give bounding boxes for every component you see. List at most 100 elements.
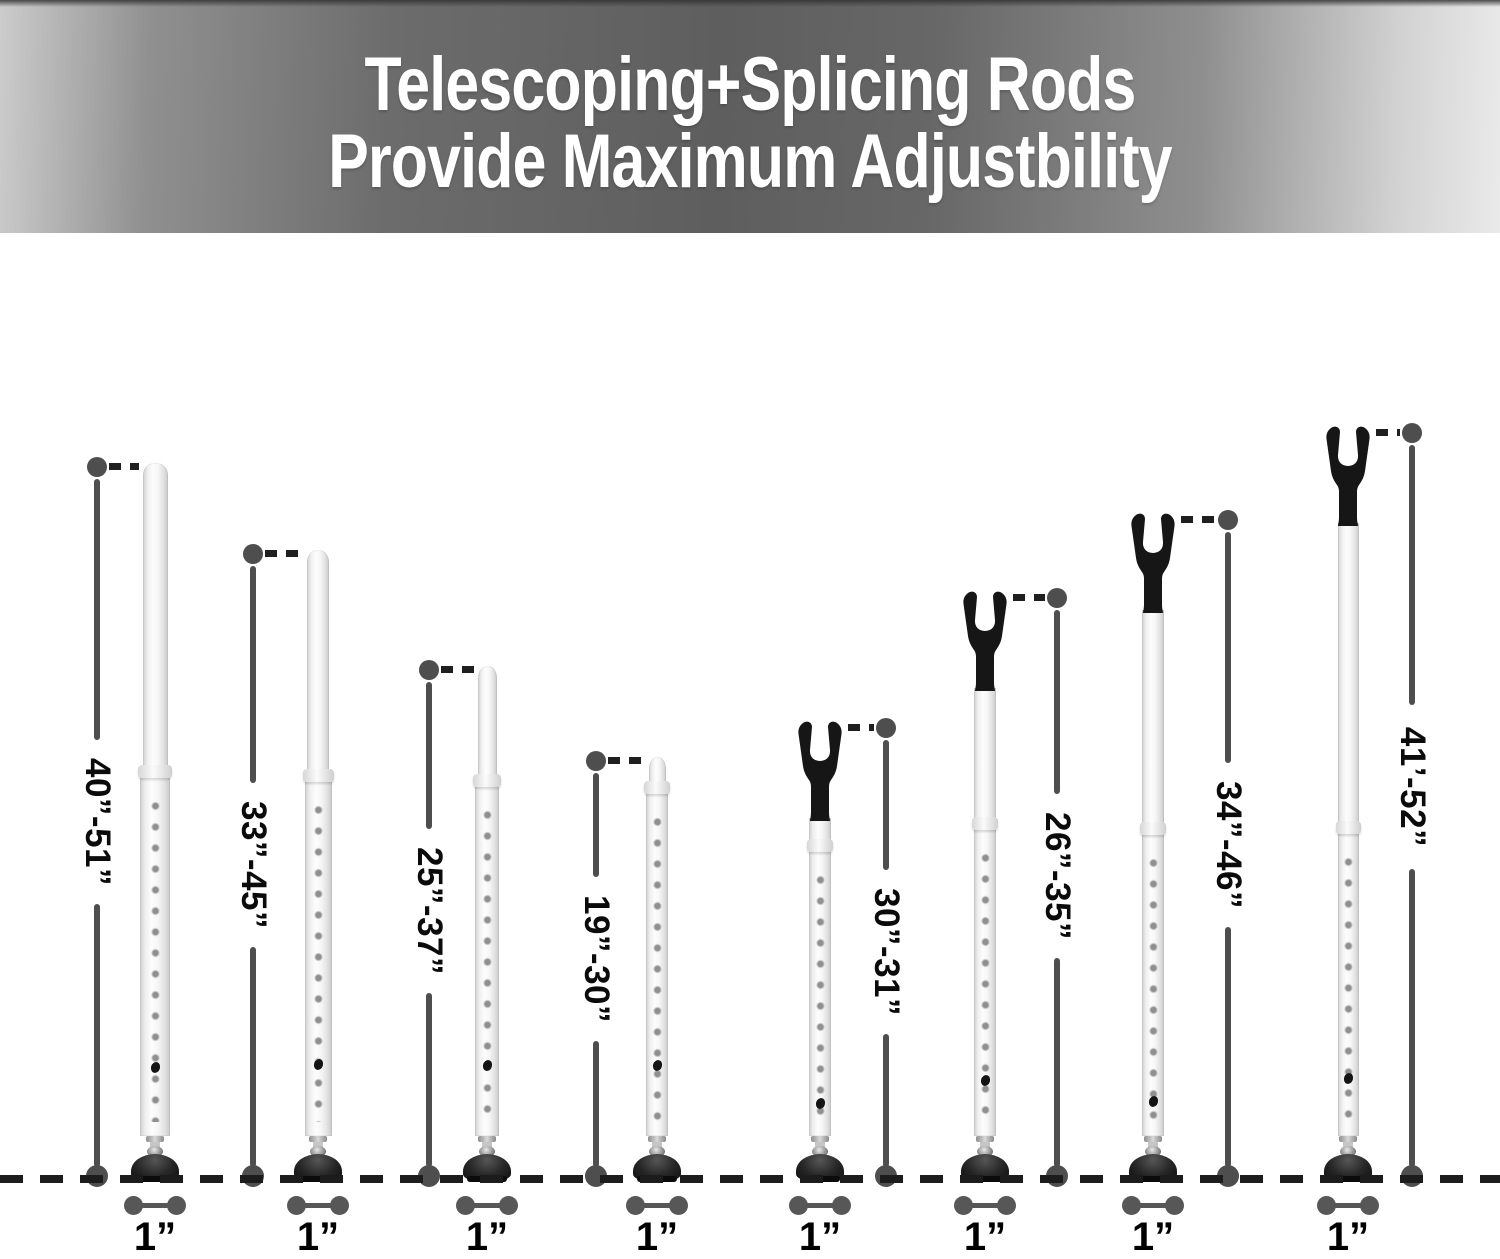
diameter-dot-right: [330, 1196, 349, 1215]
diameter-label: 1”: [1131, 1215, 1175, 1259]
telescoping-joint: [807, 839, 833, 852]
base-connector: [809, 1136, 831, 1157]
header-title-line2: Provide Maximum Adjustbility: [328, 119, 1172, 204]
connector-stem: [313, 1142, 323, 1147]
connector-ball: [147, 1146, 163, 1157]
diameter-bar: [297, 1203, 339, 1208]
base-connector: [646, 1136, 668, 1157]
telescoping-joint: [972, 817, 998, 830]
diameter-indicator: [124, 1196, 186, 1216]
rod-upper-tube: [307, 550, 329, 780]
measure-dot-top: [586, 751, 606, 771]
connector-ball: [310, 1146, 326, 1157]
connector-ball: [1145, 1146, 1161, 1157]
rod-lower-tube: [140, 772, 170, 1136]
measurement-label: 30”-31”: [867, 887, 906, 1017]
measure-dashed-connector: [1013, 594, 1045, 601]
diameter-dot-left: [287, 1196, 306, 1215]
measure-line-lower: [1225, 927, 1231, 1167]
diameter-indicator: [954, 1196, 1016, 1216]
diameter-dot-right: [832, 1196, 851, 1215]
measure-dot-top: [876, 718, 896, 738]
base-connector: [144, 1136, 166, 1157]
measure-line-lower: [426, 993, 432, 1167]
rod-upper-tube: [648, 757, 666, 792]
telescoping-joint: [644, 781, 670, 794]
adjustment-holes: [482, 807, 492, 1122]
ground-dashed-line: [0, 1175, 1500, 1183]
measure-dot-top: [87, 457, 107, 477]
fork-tip: [958, 590, 1012, 694]
measure-line-lower: [883, 1034, 889, 1167]
diameter-bar: [134, 1203, 176, 1208]
diameter-dot-right: [997, 1196, 1016, 1215]
locking-pin-hole: [1147, 1094, 1159, 1109]
measurement-label: 41’-52”: [1393, 726, 1432, 848]
base-connector: [307, 1136, 329, 1157]
base-connector: [1337, 1136, 1359, 1157]
locking-pin-hole: [1342, 1071, 1354, 1086]
measure-line-lower: [94, 904, 100, 1167]
rod-lower-tube: [304, 776, 332, 1136]
connector-nut: [478, 1136, 496, 1142]
diameter-dot-right: [1165, 1196, 1184, 1215]
telescoping-joint: [302, 769, 334, 782]
diameter-indicator: [287, 1196, 349, 1216]
telescoping-joint: [138, 765, 172, 778]
connector-ball: [812, 1146, 828, 1157]
locking-pin-hole: [979, 1073, 991, 1088]
measure-dot-top: [243, 544, 263, 564]
measure-line-upper: [1225, 532, 1231, 763]
adjustment-holes: [980, 850, 990, 1122]
diameter-indicator: [626, 1196, 688, 1216]
measurement-label: 25”-37”: [410, 846, 449, 976]
connector-stem: [652, 1142, 662, 1147]
adjustment-holes: [815, 872, 825, 1122]
connector-ball: [977, 1146, 993, 1157]
measure-dashed-connector: [1376, 429, 1400, 436]
adjustment-holes: [1343, 854, 1353, 1122]
measurement-label: 33”-45”: [234, 800, 273, 930]
adjustment-holes: [652, 814, 662, 1122]
diameter-label: 1”: [963, 1215, 1007, 1259]
fork-tip: [1321, 425, 1375, 529]
connector-ball: [649, 1146, 665, 1157]
diameter-dot-left: [626, 1196, 645, 1215]
measure-dashed-connector: [608, 757, 645, 764]
fork-tip: [1126, 512, 1180, 616]
diameter-indicator: [789, 1196, 851, 1216]
rod-upper-tube: [477, 666, 497, 785]
diameter-dot-right: [499, 1196, 518, 1215]
telescoping-joint: [1335, 821, 1361, 834]
locking-pin-hole: [814, 1096, 826, 1111]
diameter-dot-left: [1122, 1196, 1141, 1215]
locking-pin-hole: [651, 1058, 663, 1073]
diameter-label: 1”: [465, 1215, 509, 1259]
connector-stem: [482, 1142, 492, 1147]
measure-dot-top: [1218, 510, 1238, 530]
connector-stem: [1343, 1142, 1353, 1147]
diameter-dot-right: [669, 1196, 688, 1215]
diameter-dot-left: [954, 1196, 973, 1215]
connector-stem: [1148, 1142, 1158, 1147]
diameter-label: 1”: [635, 1215, 679, 1259]
measurement-label: 40”-51”: [78, 757, 117, 887]
telescoping-joint: [473, 774, 501, 787]
base-connector: [1142, 1136, 1164, 1157]
measurement-label: 34”-46”: [1209, 780, 1248, 910]
connector-stem: [815, 1142, 825, 1147]
connector-nut: [1339, 1136, 1357, 1142]
header-banner: Telescoping+Splicing Rods Provide Maximu…: [0, 0, 1500, 233]
measure-dashed-connector: [848, 724, 874, 731]
locking-pin-hole: [312, 1057, 324, 1072]
connector-nut: [811, 1136, 829, 1142]
measure-line-lower: [250, 947, 256, 1167]
diameter-dot-left: [124, 1196, 143, 1215]
connector-nut: [1144, 1136, 1162, 1142]
rod-tube: [1142, 610, 1164, 1136]
adjustment-holes: [150, 798, 160, 1122]
connector-ball: [479, 1146, 495, 1157]
adjustment-holes: [313, 802, 323, 1122]
measure-line-lower: [1054, 958, 1060, 1167]
